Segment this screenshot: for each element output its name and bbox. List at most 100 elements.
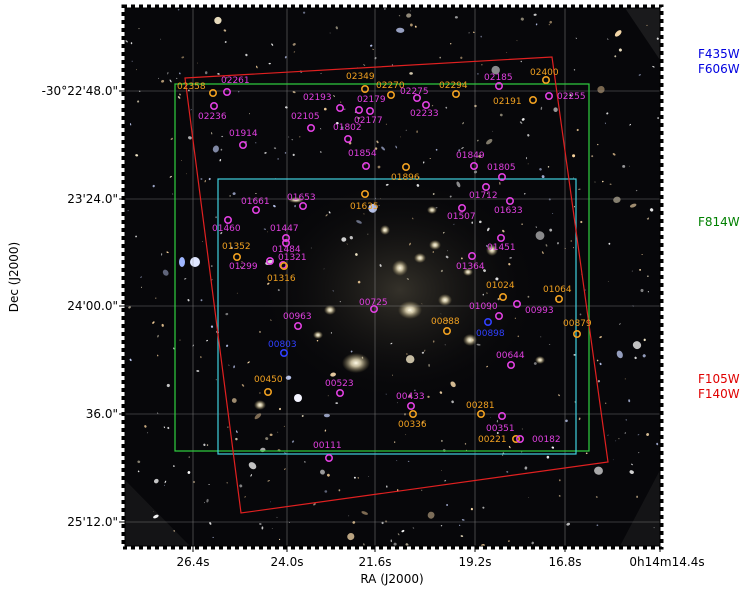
source-marker (360, 190, 369, 199)
source-marker (494, 82, 503, 91)
source-marker (406, 401, 415, 410)
source-marker (554, 294, 563, 303)
source-label: 01633 (494, 206, 523, 216)
source-label: 00725 (359, 298, 388, 308)
y-tick-label: -30°22'48.0" (42, 84, 118, 98)
source-label: 00879 (563, 319, 592, 329)
source-label: 00281 (466, 401, 495, 411)
filter-label-green: F814W (698, 215, 740, 229)
source-label: 02349 (346, 72, 375, 82)
source-marker (293, 321, 302, 330)
source-label: 00898 (476, 329, 505, 339)
source-label: 02105 (291, 112, 320, 122)
source-marker (496, 234, 505, 243)
source-marker (279, 348, 288, 357)
source-marker (335, 388, 344, 397)
source-marker (386, 91, 395, 100)
source-marker (498, 292, 507, 301)
source-marker (457, 204, 466, 213)
source-marker (505, 197, 514, 206)
source-label: 02270 (376, 81, 405, 91)
source-marker (544, 92, 553, 101)
source-marker (483, 317, 492, 326)
source-marker (467, 252, 476, 261)
source-marker (412, 94, 421, 103)
source-marker (476, 409, 485, 418)
source-label: 00803 (268, 340, 297, 350)
y-tick-label: 25'12.0" (67, 515, 118, 529)
source-marker (279, 261, 288, 270)
source-label: 01447 (270, 224, 299, 234)
source-label: 00182 (532, 435, 561, 445)
source-label: 01661 (241, 197, 270, 207)
source-marker (365, 107, 374, 116)
source-label: 00993 (525, 306, 554, 316)
source-label: 00644 (496, 351, 525, 361)
source-label: 00336 (398, 420, 427, 430)
source-marker (233, 253, 242, 262)
source-label: 01064 (543, 285, 572, 295)
source-marker (252, 206, 261, 215)
source-label: 02261 (221, 76, 250, 86)
source-marker (506, 360, 515, 369)
source-label: 02177 (354, 116, 383, 126)
source-marker (469, 162, 478, 171)
source-marker (343, 135, 352, 144)
y-axis-label: Dec (J2000) (7, 242, 21, 312)
y-tick-label: 24'00.0" (67, 299, 118, 313)
source-marker (497, 411, 506, 420)
source-label: 01484 (272, 245, 301, 255)
source-label: 02236 (198, 112, 227, 122)
source-marker (278, 260, 287, 269)
filter-label-red: F140W (698, 387, 740, 401)
source-marker (335, 104, 344, 113)
image-frame (124, 7, 661, 547)
footprint-green (174, 83, 590, 452)
source-marker (541, 76, 550, 85)
y-tick-label: 36.0" (86, 407, 118, 421)
source-marker (494, 311, 503, 320)
filter-label-red: F105W (698, 372, 740, 386)
source-marker (369, 304, 378, 313)
source-label: 00351 (486, 424, 515, 434)
source-marker (451, 90, 460, 99)
source-marker (354, 106, 363, 115)
source-label: 01451 (487, 243, 516, 253)
source-marker (442, 326, 451, 335)
y-tick-label: 23'24.0" (67, 192, 118, 206)
source-label: 00963 (283, 312, 312, 322)
source-marker (209, 89, 218, 98)
x-tick-label: 24.0s (271, 555, 304, 569)
source-label: 00221 (478, 435, 507, 445)
source-label: 01364 (456, 262, 485, 272)
source-label: 01090 (469, 302, 498, 312)
source-label: 01507 (447, 212, 476, 222)
footprint-red (184, 56, 609, 514)
source-label: 00433 (396, 392, 425, 402)
filter-label-blue: F435W (698, 47, 740, 61)
source-marker (572, 329, 581, 338)
source-marker (265, 256, 274, 265)
source-label: 00888 (431, 317, 460, 327)
source-marker (223, 88, 232, 97)
x-tick-label: 26.4s (177, 555, 210, 569)
source-label: 02233 (410, 109, 439, 119)
source-label: 01849 (456, 151, 485, 161)
source-label: 01460 (212, 224, 241, 234)
source-label: 00111 (313, 441, 342, 451)
x-tick-label: 0h14m14.4s (629, 555, 704, 569)
source-marker (281, 234, 290, 243)
source-marker (511, 434, 520, 443)
source-label: 02185 (484, 73, 513, 83)
source-label: 01635 (350, 202, 379, 212)
source-label: 02275 (400, 87, 429, 97)
source-marker (421, 101, 430, 110)
source-marker (361, 162, 370, 171)
source-label: 02193 (303, 93, 332, 103)
source-label: 01896 (391, 173, 420, 183)
source-label: 01805 (487, 163, 516, 173)
source-marker (210, 102, 219, 111)
source-label: 01024 (486, 281, 515, 291)
footprint-cyan (217, 178, 577, 455)
